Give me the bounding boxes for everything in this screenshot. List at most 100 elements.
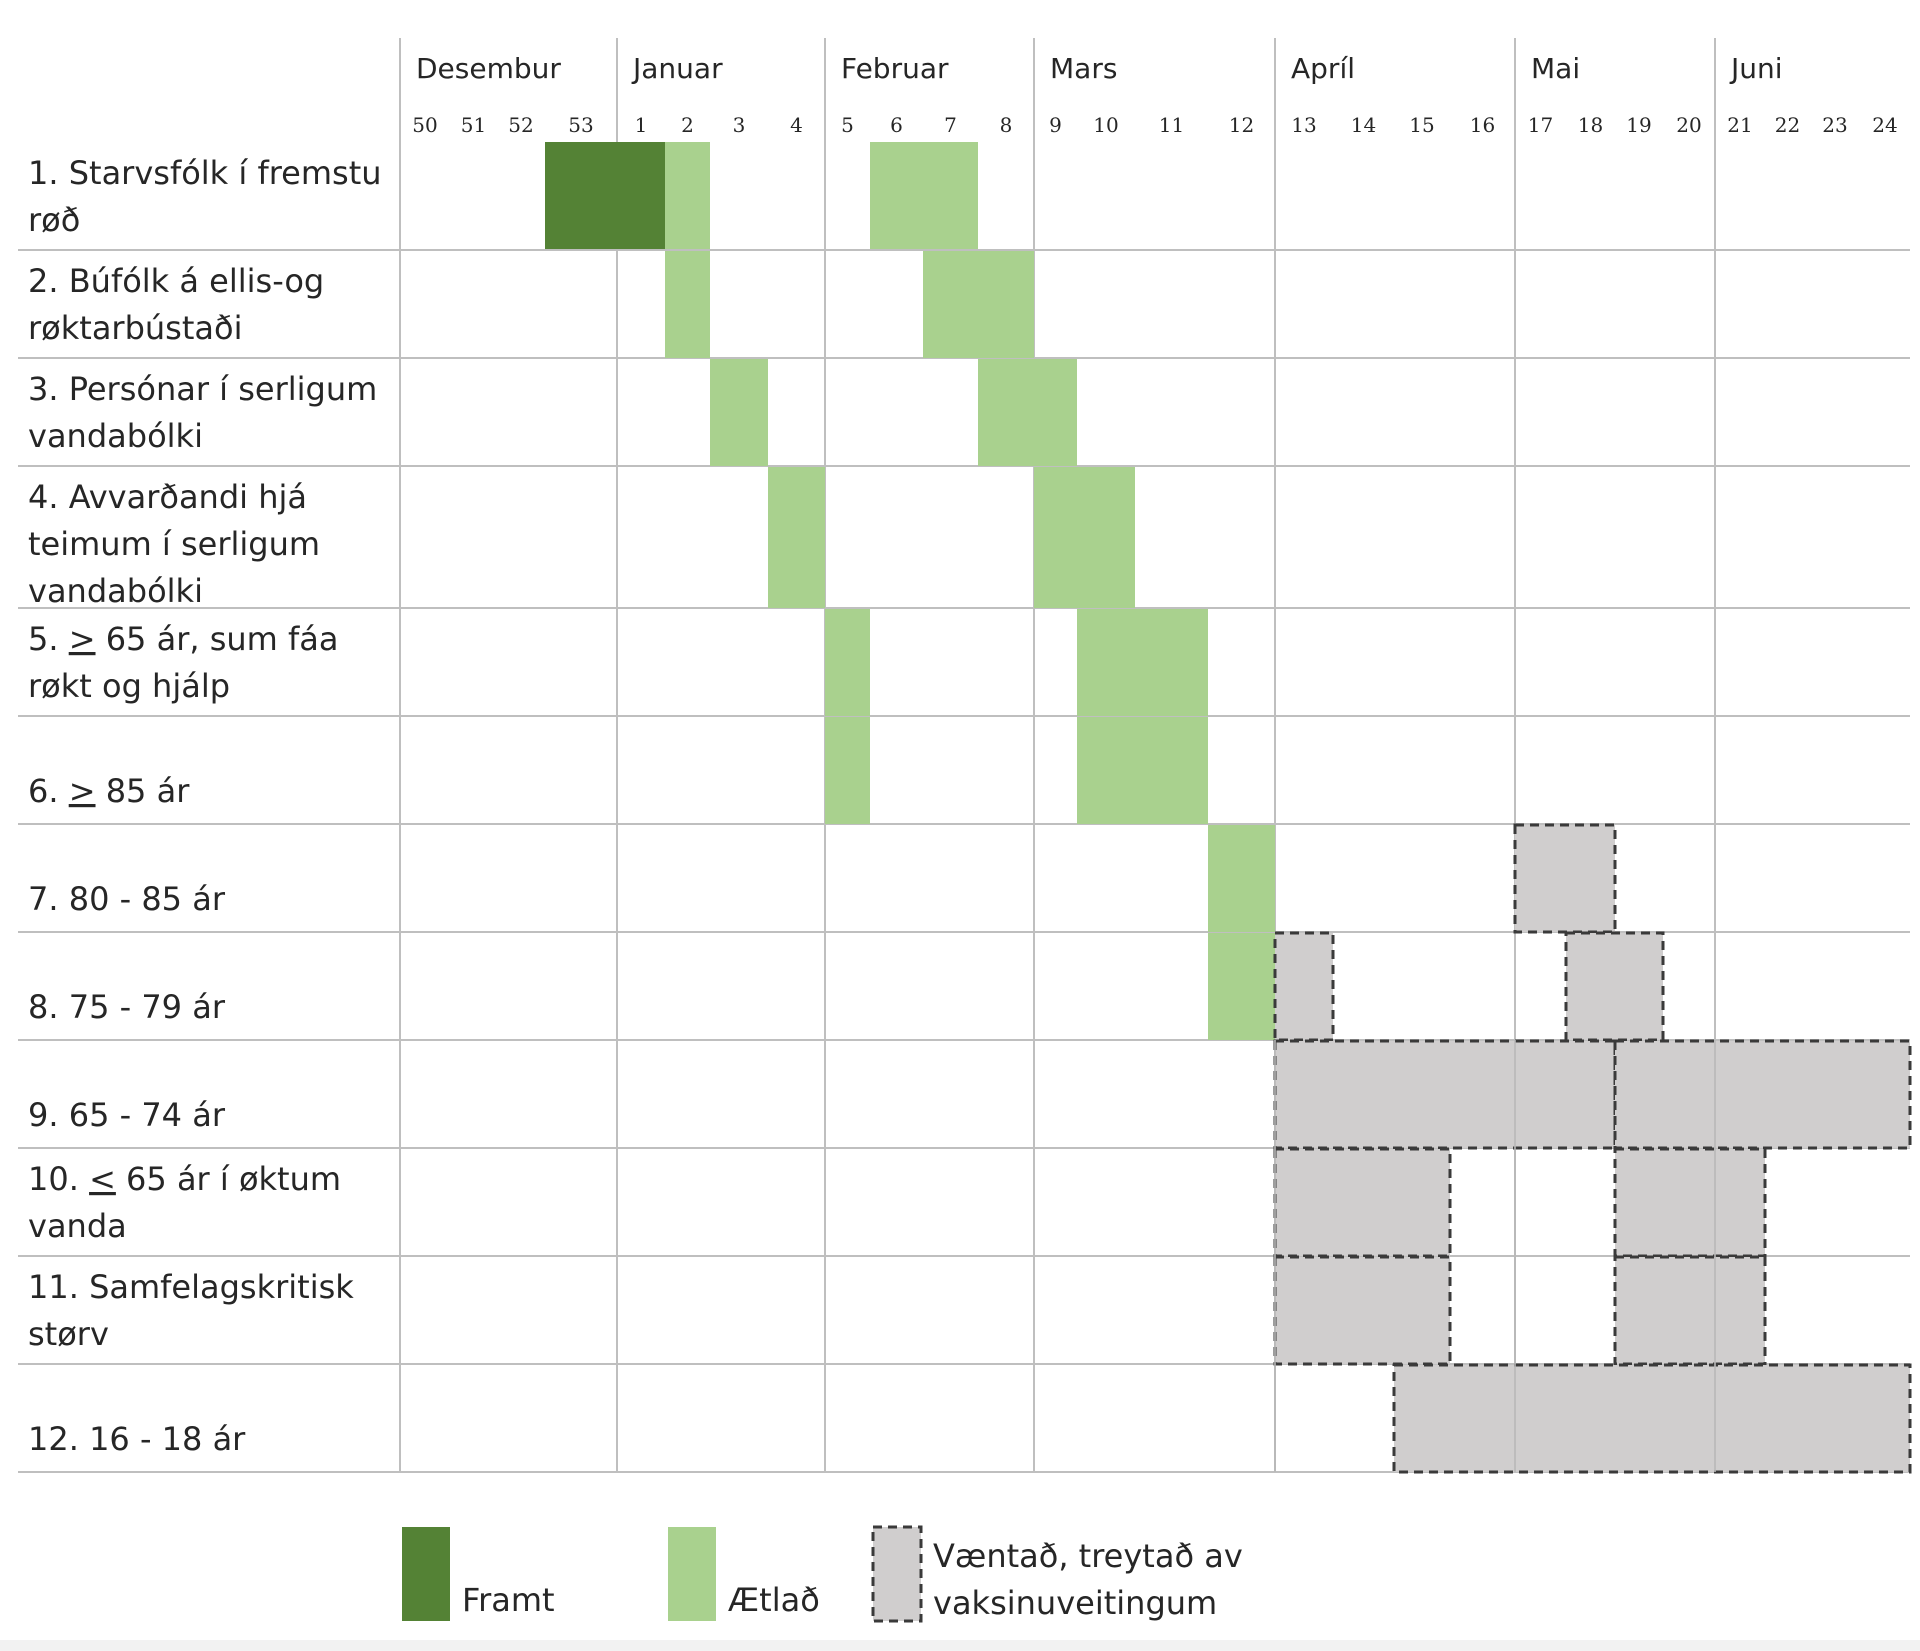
- bar-tla-row4: [768, 467, 825, 608]
- week-tick-label: 22: [1775, 113, 1800, 137]
- week-tick-label: 16: [1470, 113, 1495, 137]
- row-label-3: 3. Persónar í serligum vandabólki: [28, 370, 377, 455]
- row-label-11: 11. Samfelagskritisk størv: [28, 1268, 354, 1353]
- row-label-segment: teimum í serligum: [28, 525, 320, 563]
- bar-tla-row6: [1077, 717, 1208, 824]
- week-tick-label: 53: [568, 113, 593, 137]
- legend-swatch-2: [668, 1527, 716, 1621]
- month-label-3: Februar: [841, 52, 949, 85]
- grid-lines: [18, 38, 1910, 1473]
- bar-vnta-row12: [1392, 1363, 1912, 1474]
- legend-label-line: vaksinuveitingum: [933, 1584, 1217, 1622]
- bars: [545, 142, 1912, 1474]
- week-tick-label: 10: [1093, 113, 1118, 137]
- row-label-segment: 2. Búfólk á ellis-og: [28, 262, 324, 300]
- week-tick-label: 6: [890, 113, 903, 137]
- month-label-2: Januar: [631, 52, 723, 85]
- bar-vnta-row8: [1564, 931, 1665, 1042]
- bar-tla-row1: [665, 142, 710, 249]
- row-label-5: 5. > 65 ár, sum fáa røkt og hjálp: [28, 620, 338, 705]
- row-label-segment: røð: [28, 201, 80, 239]
- bar-tla-row1: [870, 142, 978, 249]
- row-label-segment: 85 ár: [96, 772, 191, 810]
- bar-tla-row3: [978, 359, 1077, 466]
- row-label-segment: 11. Samfelagskritisk: [28, 1268, 354, 1306]
- legend-swatch-1: [402, 1527, 450, 1621]
- row-label-segment: 1. Starvsfólk í fremstu: [28, 154, 382, 192]
- week-tick-label: 20: [1676, 113, 1701, 137]
- row-label-segment: >: [69, 620, 96, 658]
- week-tick-label: 18: [1578, 113, 1603, 137]
- axis-header: Desembur Januar Februar Mars Apríl Mai Juni 50 5…: [412, 52, 1897, 137]
- row-label-segment: røkt og hjálp: [28, 667, 230, 705]
- bar-tla-row2: [665, 251, 710, 358]
- month-label-4: Mars: [1050, 52, 1117, 85]
- row-label-2: 2. Búfólk á ellis-og røktarbústaði: [28, 262, 324, 347]
- legend-label-line: Væntað, treytað av: [933, 1537, 1243, 1575]
- row-label-segment: 65 ár í øktum: [116, 1160, 341, 1198]
- week-tick-label: 11: [1159, 113, 1184, 137]
- week-tick-label: 3: [733, 113, 746, 137]
- row-labels: 1. Starvsfólk í fremstu røð 2. Búfólk á el…: [28, 154, 382, 1458]
- week-tick-label: 21: [1727, 113, 1752, 137]
- bar-tla-row4: [1034, 467, 1135, 608]
- row-label-segment: 12. 16 - 18 ár: [28, 1420, 246, 1458]
- bar-vnta-row11: [1273, 1255, 1452, 1366]
- bar-vnta-row9: [1273, 1039, 1617, 1150]
- row-label-4: 4. Avvarðandi hjá teimum í serligum vandab…: [28, 478, 320, 610]
- bar-framt-row1: [545, 142, 665, 249]
- row-label-segment: 7. 80 - 85 ár: [28, 880, 226, 918]
- week-tick-label: 7: [944, 113, 957, 137]
- row-label-segment: 6.: [28, 772, 69, 810]
- week-tick-label: 52: [508, 113, 533, 137]
- week-tick-label: 4: [790, 113, 803, 137]
- legend: Framt Ætlað Væntað, treytað av vaksinuveiti…: [402, 1525, 1243, 1623]
- week-tick-label: 8: [1000, 113, 1013, 137]
- row-label-segment: vandabólki: [28, 572, 203, 610]
- row-label-segment: >: [69, 772, 96, 810]
- row-label-segment: <: [89, 1160, 116, 1198]
- week-tick-label: 14: [1351, 113, 1376, 137]
- bar-tla-row8: [1208, 933, 1275, 1040]
- row-label-segment: 8. 75 - 79 ár: [28, 988, 226, 1026]
- row-label-segment: 9. 65 - 74 ár: [28, 1096, 226, 1134]
- week-tick-label: 19: [1626, 113, 1651, 137]
- bar-tla-row6: [825, 717, 870, 824]
- month-label-1: Desembur: [416, 52, 561, 85]
- row-label-segment: 3. Persónar í serligum: [28, 370, 377, 408]
- bar-vnta-row8: [1273, 931, 1335, 1042]
- row-label-6: 6. > 85 ár: [28, 772, 190, 810]
- week-tick-label: 50: [412, 113, 437, 137]
- bar-tla-row5: [825, 609, 870, 716]
- month-label-7: Juni: [1729, 52, 1783, 85]
- legend-label-2: Ætlað: [728, 1581, 820, 1619]
- bar-tla-row2: [923, 251, 1034, 358]
- row-label-segment: 65 ár, sum fáa: [96, 620, 339, 658]
- week-tick-label: 17: [1528, 113, 1553, 137]
- bar-vnta-row7: [1513, 823, 1617, 934]
- row-label-segment: vanda: [28, 1207, 127, 1245]
- row-label-10: 10. < 65 ár í øktum vanda: [28, 1160, 341, 1245]
- week-tick-label: 15: [1409, 113, 1434, 137]
- week-tick-label: 23: [1822, 113, 1847, 137]
- month-label-6: Mai: [1531, 52, 1580, 85]
- week-tick-label: 24: [1872, 113, 1897, 137]
- row-label-7: 7. 80 - 85 ár: [28, 880, 226, 918]
- bar-tla-row7: [1208, 825, 1275, 932]
- row-label-segment: 4. Avvarðandi hjá: [28, 478, 307, 516]
- month-label-5: Apríl: [1291, 52, 1355, 85]
- legend-label-1: Framt: [462, 1581, 555, 1619]
- bar-vnta-row9: [1613, 1039, 1912, 1150]
- week-tick-label: 2: [681, 113, 694, 137]
- legend-label-3: Væntað, treytað av vaksinuveitingum: [933, 1537, 1243, 1622]
- row-label-segment: røktarbústaði: [28, 309, 242, 347]
- row-label-segment: 5.: [28, 620, 69, 658]
- week-tick-label: 12: [1229, 113, 1254, 137]
- week-tick-label: 5: [841, 113, 854, 137]
- row-label-segment: vandabólki: [28, 417, 203, 455]
- week-tick-label: 13: [1291, 113, 1316, 137]
- bar-tla-row3: [710, 359, 768, 466]
- bar-tla-row5: [1077, 609, 1208, 716]
- row-label-8: 8. 75 - 79 ár: [28, 988, 226, 1026]
